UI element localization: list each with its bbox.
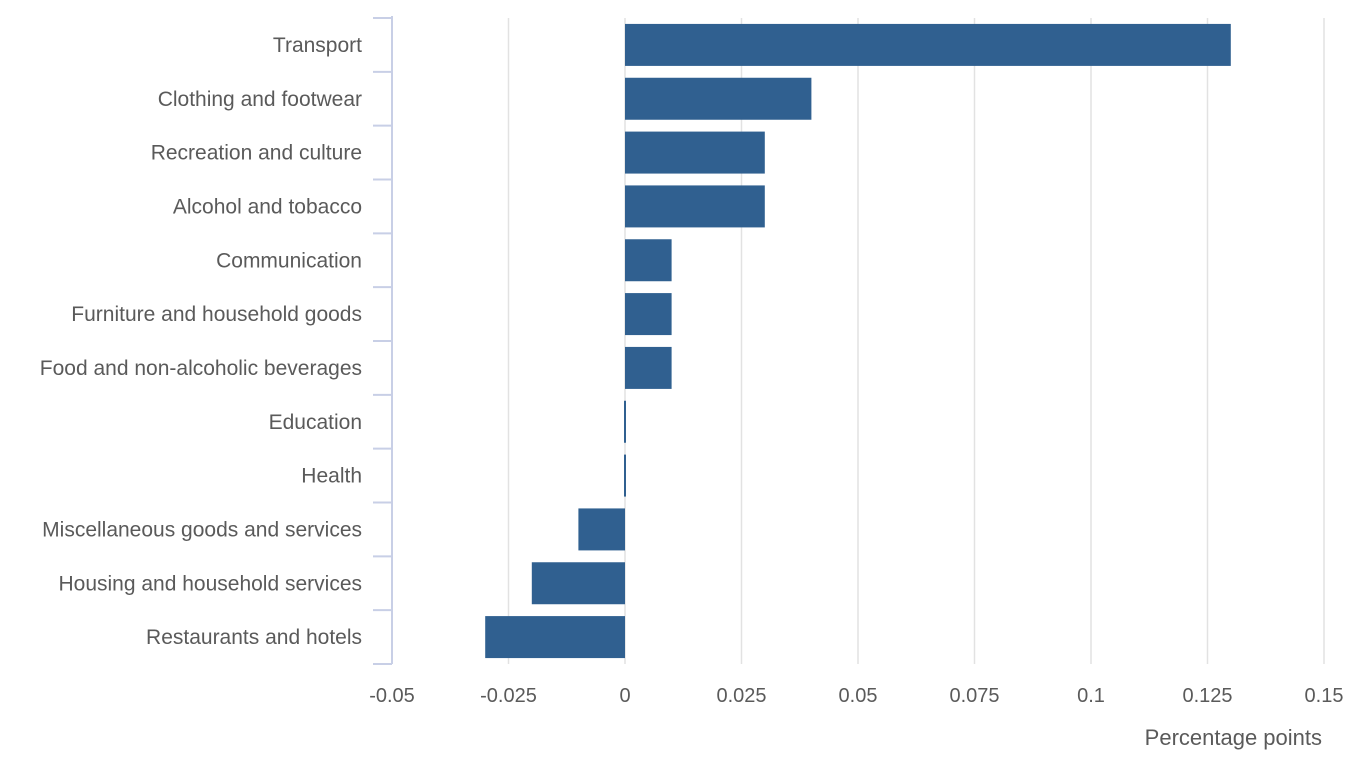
bar-health	[624, 454, 626, 497]
gridlines	[507, 18, 1325, 664]
bar-communication	[625, 239, 672, 282]
bar-housing-and-household-services	[531, 562, 625, 605]
category-label: Recreation and culture	[151, 142, 362, 165]
category-label: Miscellaneous goods and services	[42, 518, 362, 541]
x-tick-label: 0.125	[1182, 685, 1232, 707]
bar-food-and-non-alcoholic-beverages	[625, 346, 672, 389]
category-label: Food and non-alcoholic beverages	[40, 357, 362, 380]
category-labels: Transport Clothing and footwear Recreation…	[40, 34, 362, 649]
category-label: Alcohol and tobacco	[173, 195, 362, 218]
category-label: Clothing and footwear	[158, 88, 362, 111]
x-tick-label: 0.15	[1305, 685, 1344, 707]
bars	[485, 23, 1231, 659]
x-axis-title: Percentage points	[1145, 725, 1322, 750]
category-label: Furniture and household goods	[71, 303, 362, 326]
bar-education	[624, 400, 626, 443]
x-tick-label: 0	[619, 685, 630, 707]
x-tick-label: 0.1	[1077, 685, 1105, 707]
x-tick-label: 0.05	[839, 685, 878, 707]
category-label: Restaurants and hotels	[146, 626, 362, 649]
category-label: Housing and household services	[58, 572, 362, 595]
bar-transport	[625, 23, 1231, 66]
bar-clothing-and-footwear	[625, 77, 812, 120]
bar-miscellaneous-goods-and-services	[578, 508, 625, 551]
category-label: Education	[269, 411, 362, 434]
category-label: Transport	[273, 34, 362, 57]
category-label: Communication	[216, 249, 362, 272]
y-axis	[373, 16, 393, 665]
x-tick-label: 0.025	[716, 685, 766, 707]
bar-restaurants-and-hotels	[485, 616, 625, 659]
x-tick-label: -0.025	[480, 685, 537, 707]
x-tick-label: 0.075	[949, 685, 999, 707]
category-label: Health	[301, 465, 362, 488]
x-tick-labels: -0.05 -0.025 0 0.025 0.05 0.075 0.1 0.125 0.15	[369, 685, 1343, 707]
x-tick-label: -0.05	[369, 685, 415, 707]
bar-recreation-and-culture	[625, 131, 765, 174]
bar-furniture-and-household-goods	[625, 293, 672, 336]
bar-alcohol-and-tobacco	[625, 185, 765, 228]
